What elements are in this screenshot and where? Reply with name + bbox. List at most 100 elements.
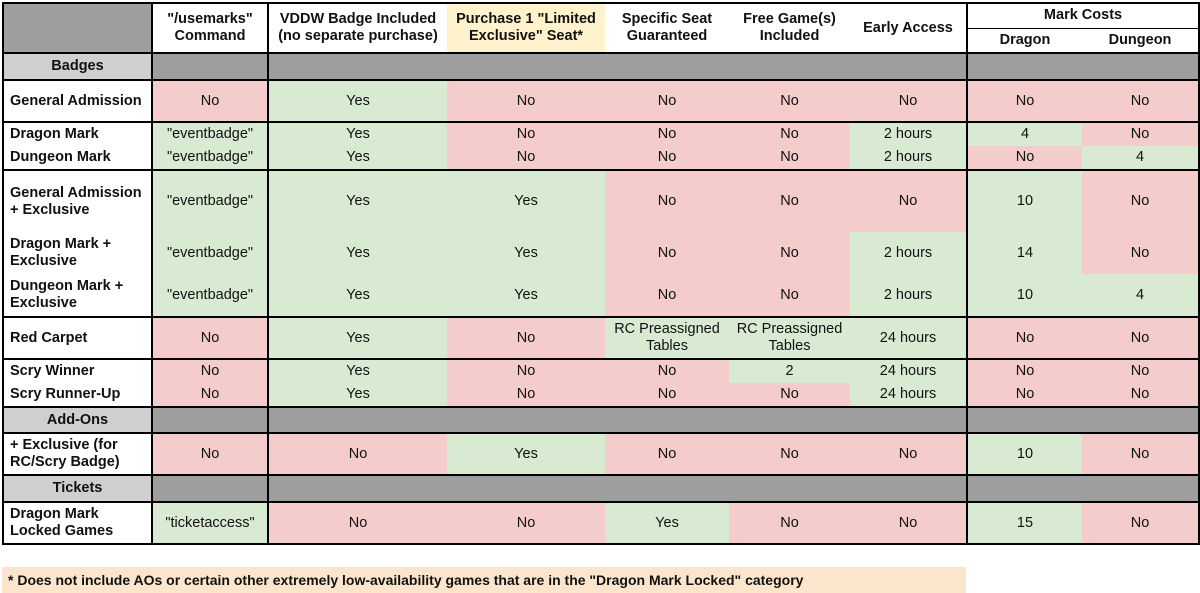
row-label-dungeon-mark-exclusive: Dungeon Mark + Exclusive	[2, 274, 153, 318]
cell: No	[605, 232, 729, 274]
cell: No	[268, 433, 447, 476]
row-label-general-admission-exclusive: General Admission + Exclusive	[2, 170, 153, 232]
cell: RC Preassigned Tables	[729, 317, 850, 360]
header-usemarks: "/usemarks" Command	[152, 2, 269, 53]
cell: 2 hours	[850, 274, 967, 318]
row-label-scry-runner-up: Scry Runner-Up	[2, 383, 153, 407]
header-vddw-badge: VDDW Badge Included (no separate purchas…	[268, 2, 447, 53]
cell: 14	[966, 232, 1082, 274]
cell: No	[966, 317, 1082, 360]
cell: 10	[966, 170, 1082, 232]
cell: No	[850, 80, 967, 123]
cell: Yes	[268, 359, 447, 383]
footnote: * Does not include AOs or certain other …	[2, 567, 966, 593]
cell: "eventbadge"	[152, 146, 269, 171]
cell: No	[966, 146, 1082, 171]
row-label-general-admission: General Admission	[2, 80, 153, 123]
cell: No	[729, 80, 850, 123]
cell: No	[729, 502, 850, 545]
cell: No	[850, 502, 967, 545]
cell: No	[152, 433, 269, 476]
cell: No	[447, 359, 605, 383]
cell: No	[268, 502, 447, 545]
cell: No	[152, 80, 269, 123]
section-fill	[268, 406, 967, 434]
cell: 10	[966, 433, 1082, 476]
cell: No	[966, 383, 1082, 407]
header-dragon: Dragon	[966, 28, 1082, 53]
section-fill	[268, 52, 967, 81]
cell: No	[729, 122, 850, 146]
header-mark-costs: Mark Costs	[965, 2, 1200, 29]
cell: No	[1082, 80, 1200, 123]
cell: No	[1082, 170, 1200, 232]
cell: No	[447, 317, 605, 360]
section-fill	[965, 474, 1200, 503]
cell: 24 hours	[850, 383, 967, 407]
cell: No	[152, 383, 269, 407]
cell: No	[1082, 502, 1200, 545]
cell: No	[729, 232, 850, 274]
cell: No	[605, 122, 729, 146]
header-limited-exclusive: Purchase 1 "Limited Exclusive" Seat*	[447, 2, 605, 53]
corner-cell	[2, 2, 153, 53]
cell: No	[605, 383, 729, 407]
header-dungeon: Dungeon	[1082, 28, 1200, 53]
cell: No	[729, 170, 850, 232]
section-fill	[152, 474, 269, 503]
cell: RC Preassigned Tables	[605, 317, 729, 360]
cell: No	[447, 122, 605, 146]
cell: No	[447, 80, 605, 123]
cell: 24 hours	[850, 359, 967, 383]
cell: "eventbadge"	[152, 274, 269, 318]
cell: No	[605, 433, 729, 476]
cell: No	[966, 359, 1082, 383]
cell: No	[1082, 122, 1200, 146]
section-fill	[152, 406, 269, 434]
cell: Yes	[268, 317, 447, 360]
cell: 2 hours	[850, 146, 967, 171]
cell: No	[850, 170, 967, 232]
cell: No	[1082, 232, 1200, 274]
cell: No	[729, 274, 850, 318]
cell: 15	[966, 502, 1082, 545]
cell: No	[1082, 433, 1200, 476]
cell: Yes	[268, 80, 447, 123]
cell: "eventbadge"	[152, 170, 269, 232]
cell: No	[729, 146, 850, 171]
cell: No	[966, 80, 1082, 123]
cell: 2 hours	[850, 122, 967, 146]
cell: 24 hours	[850, 317, 967, 360]
row-label-scry-winner: Scry Winner	[2, 359, 153, 383]
cell: No	[1082, 317, 1200, 360]
header-specific-seat: Specific Seat Guaranteed	[605, 2, 729, 53]
section-fill	[152, 52, 269, 81]
cell: No	[605, 170, 729, 232]
cell: No	[152, 359, 269, 383]
row-label-dragon-mark: Dragon Mark	[2, 122, 153, 146]
cell: "eventbadge"	[152, 122, 269, 146]
row-label-dungeon-mark: Dungeon Mark	[2, 146, 153, 171]
section-fill	[268, 474, 967, 503]
row-label-red-carpet: Red Carpet	[2, 317, 153, 360]
cell: Yes	[268, 122, 447, 146]
header-early-access: Early Access	[850, 2, 967, 53]
cell: Yes	[268, 383, 447, 407]
cell: Yes	[447, 232, 605, 274]
section-add-ons: Add-Ons	[2, 406, 153, 434]
cell: Yes	[605, 502, 729, 545]
cell: No	[605, 146, 729, 171]
cell: No	[447, 146, 605, 171]
cell: 2 hours	[850, 232, 967, 274]
cell: No	[605, 274, 729, 318]
comparison-table: "/usemarks" Command VDDW Badge Included …	[2, 2, 1200, 545]
cell: No	[729, 383, 850, 407]
row-label-dragon-mark-exclusive: Dragon Mark + Exclusive	[2, 232, 153, 274]
cell: No	[729, 433, 850, 476]
section-tickets: Tickets	[2, 474, 153, 503]
cell: Yes	[268, 274, 447, 318]
cell: "ticketaccess"	[152, 502, 269, 545]
cell: Yes	[447, 170, 605, 232]
cell: "eventbadge"	[152, 232, 269, 274]
cell: No	[850, 433, 967, 476]
